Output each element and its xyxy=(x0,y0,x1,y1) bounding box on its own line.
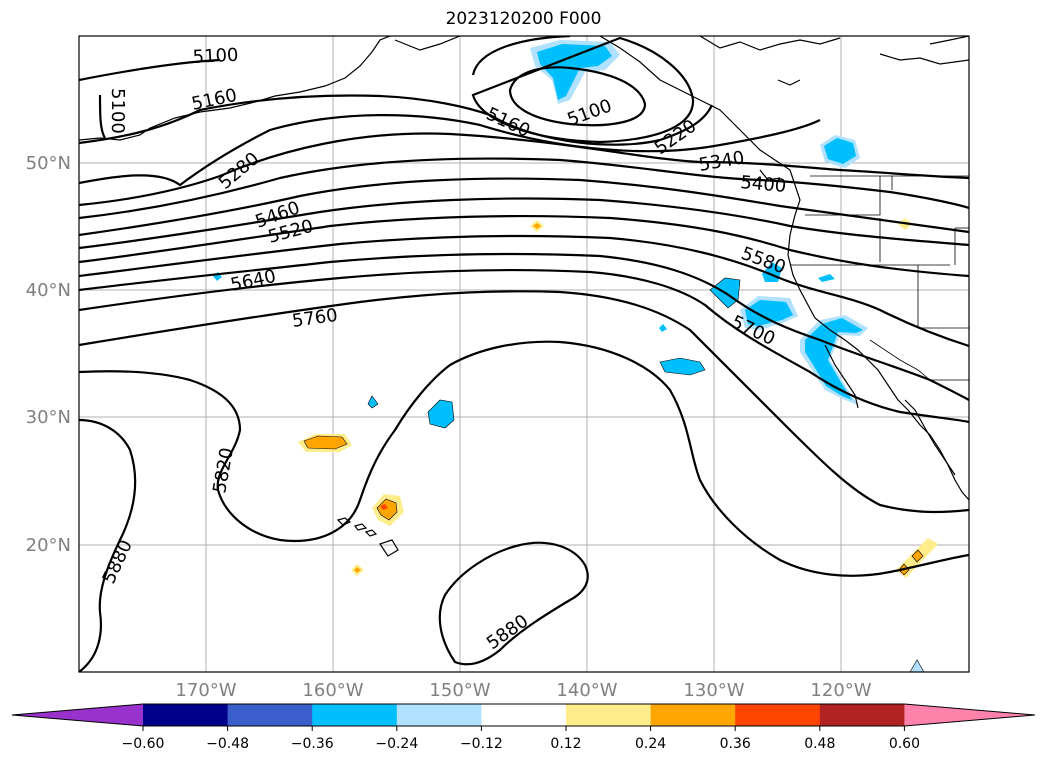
colorbar-segment xyxy=(481,704,567,726)
colorbar-segment xyxy=(143,704,229,726)
colorbar-extend-low xyxy=(12,704,143,726)
map-frame xyxy=(78,35,970,673)
map-title: 2023120200 F000 xyxy=(445,9,602,29)
colorbar-segment xyxy=(650,704,736,726)
colorbar-tick-label: 0.36 xyxy=(720,736,751,752)
colorbar-tick-label: 0.12 xyxy=(550,736,581,752)
contour-label: 5100 xyxy=(107,88,128,134)
lon-label-150w: 150°W xyxy=(429,680,490,701)
colorbar-tick-label: 0.24 xyxy=(635,736,666,752)
lat-label-30n: 30°N xyxy=(26,407,71,428)
height-contours xyxy=(79,36,969,672)
colorbar-tick-label: 0.48 xyxy=(804,736,835,752)
lon-label-170w: 170°W xyxy=(175,680,236,701)
latitude-labels: 50°N 40°N 30°N 20°N xyxy=(26,153,71,556)
colorbar-tick-label: 0.60 xyxy=(889,736,920,752)
colorbar-segment xyxy=(396,704,482,726)
colorbar-segment xyxy=(312,704,398,726)
contour-label: 5100 xyxy=(192,45,239,68)
contour-label: 5400 xyxy=(740,172,787,197)
lon-label-140w: 140°W xyxy=(556,680,617,701)
colorbar-tick-label: −0.60 xyxy=(122,736,165,752)
colorbar-tick-label: −0.24 xyxy=(375,736,418,752)
lon-label-130w: 130°W xyxy=(683,680,744,701)
colorbar-extend-high xyxy=(904,704,1035,726)
colorbar-tick-label: −0.36 xyxy=(291,736,334,752)
shaded-patches xyxy=(213,40,938,672)
colorbar-segment xyxy=(735,704,821,726)
lon-label-120w: 120°W xyxy=(810,680,871,701)
colorbar-tick-label: −0.12 xyxy=(460,736,503,752)
colorbar-segment xyxy=(819,704,905,726)
colorbar-segment xyxy=(566,704,652,726)
lat-label-20n: 20°N xyxy=(26,535,71,556)
colorbar-segment xyxy=(227,704,313,726)
colorbar: −0.60 −0.48 −0.36 −0.24 −0.12 0.12 0.24 0.36 0.4… xyxy=(11,703,1036,752)
lat-label-50n: 50°N xyxy=(26,153,71,174)
lon-label-160w: 160°W xyxy=(302,680,363,701)
lat-label-40n: 40°N xyxy=(26,280,71,301)
longitude-labels: 170°W 160°W 150°W 140°W 130°W 120°W xyxy=(175,680,871,701)
colorbar-tick-label: −0.48 xyxy=(206,736,249,752)
